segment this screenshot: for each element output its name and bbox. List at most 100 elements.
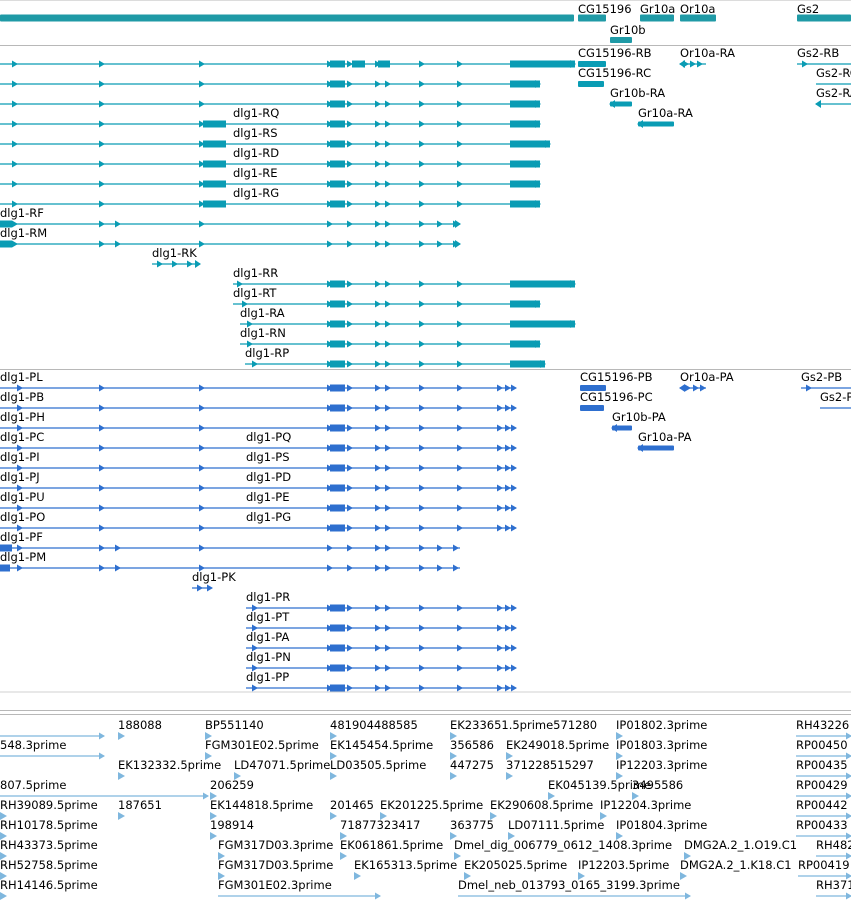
est-feature-ip01802-3prime[interactable]: IP01802.3prime: [616, 718, 707, 740]
protein-feature-dlg1-ph[interactable]: dlg1-PH: [0, 410, 517, 432]
protein-label[interactable]: dlg1-PE: [246, 490, 289, 504]
transcript-feature-dlg1-rd[interactable]: dlg1-RD: [0, 146, 541, 168]
est-feature-rh43373-5prime[interactable]: RH43373.5prime: [0, 838, 98, 860]
est-feature-481904488585[interactable]: 481904488585: [330, 718, 418, 740]
protein-feature-dlg1-pi[interactable]: dlg1-PI: [0, 450, 517, 472]
protein-feature-dlg1-pp[interactable]: dlg1-PP: [246, 670, 517, 692]
transcript-feature-gr10a-ra[interactable]: Gr10a-RA: [637, 106, 693, 128]
est-feature-ip12203-3prime[interactable]: IP12203.3prime: [616, 758, 707, 780]
est-feature-ek205025-5prime[interactable]: EK205025.5prime: [464, 858, 567, 880]
transcript-feature-dlg1-rk[interactable]: dlg1-RK: [152, 246, 201, 268]
est-feature-dmg2a-2-1-k18-c1[interactable]: DMG2A.2_1.K18.C1: [680, 858, 792, 880]
est-feature-rh52758-5prime[interactable]: RH52758.5prime: [0, 858, 98, 880]
est-feature-dmel-neb-013793-0165-3199-3prime[interactable]: Dmel_neb_013793_0165_3199.3prime: [458, 878, 691, 900]
est-feature-ld07111-5prime[interactable]: LD07111.5prime: [508, 818, 604, 840]
transcript-feature-gs2-ra[interactable]: Gs2-RA: [815, 86, 851, 108]
est-feature-371228515297[interactable]: 371228515297: [506, 758, 594, 780]
protein-feature-dlg1-pk[interactable]: dlg1-PK: [192, 570, 236, 592]
protein-feature-or10a-pa[interactable]: Or10a-PA: [679, 370, 734, 392]
protein-feature-dlg1-pt[interactable]: dlg1-PT: [246, 610, 517, 632]
est-feature-ld03505-5prime[interactable]: LD03505.5prime: [330, 758, 426, 780]
protein-feature-cg15196-pc[interactable]: CG15196-PC: [580, 390, 653, 411]
est-feature-rp00450[interactable]: RP00450: [796, 738, 851, 760]
transcript-feature-dlg1-rt[interactable]: dlg1-RT: [233, 286, 541, 308]
est-feature-198914[interactable]: 198914: [210, 818, 254, 840]
est-feature-ip12204-3prime[interactable]: IP12204.3prime: [600, 798, 691, 820]
transcript-feature-dlg1-rr[interactable]: dlg1-RR: [233, 266, 576, 288]
transcript-feature[interactable]: [0, 100, 541, 108]
est-feature-dmg2a-2-1-o19-c1[interactable]: DMG2A.2_1.O19.C1: [684, 838, 797, 860]
est-feature-3495586[interactable]: 3495586: [632, 778, 683, 800]
gene-feature-or10a[interactable]: Or10a: [680, 2, 716, 22]
est-feature-rp00433[interactable]: RP00433: [796, 818, 851, 840]
transcript-feature-gs2-rb[interactable]: Gs2-RB: [797, 46, 851, 68]
transcript-feature-dlg1-rg[interactable]: dlg1-RG: [0, 186, 541, 208]
transcript-feature-dlg1-rn[interactable]: dlg1-RN: [240, 326, 541, 348]
est-feature-rp00419[interactable]: RP00419: [798, 858, 851, 880]
protein-feature-dlg1-pr[interactable]: dlg1-PR: [246, 590, 517, 612]
transcript-feature[interactable]: [0, 60, 576, 68]
transcript-feature-dlg1-rm[interactable]: dlg1-RM: [0, 226, 461, 248]
protein-feature-gr10b-pa[interactable]: Gr10b-PA: [611, 410, 666, 432]
protein-feature-gs2-pc[interactable]: Gs2-PC: [820, 390, 851, 409]
protein-label[interactable]: dlg1-PS: [246, 450, 290, 464]
protein-feature-dlg1-pn[interactable]: dlg1-PN: [246, 650, 517, 672]
est-feature-ek045139-5prime[interactable]: EK045139.5prime: [548, 778, 651, 800]
transcript-feature-cg15196-rb[interactable]: CG15196-RB: [578, 46, 652, 67]
est-feature-fgm301e02-5prime[interactable]: FGM301E02.5prime: [205, 738, 319, 760]
transcript-feature-dlg1-ra[interactable]: dlg1-RA: [240, 306, 576, 328]
est-feature-363775[interactable]: 363775: [450, 818, 494, 840]
protein-feature-cg15196-pb[interactable]: CG15196-PB: [580, 370, 653, 391]
protein-feature-dlg1-pf[interactable]: dlg1-PF: [0, 530, 460, 552]
transcript-feature-cg15196-rc[interactable]: CG15196-RC: [578, 66, 651, 87]
transcript-feature-or10a-ra[interactable]: Or10a-RA: [679, 46, 735, 68]
est-feature-ip12203-5prime[interactable]: IP12203.5prime: [578, 858, 669, 880]
est-feature-rp00429[interactable]: RP00429: [796, 778, 851, 800]
protein-feature-dlg1-pc[interactable]: dlg1-PC: [0, 430, 517, 452]
est-feature-356586[interactable]: 356586: [450, 738, 494, 760]
protein-feature-dlg1-pj[interactable]: dlg1-PJ: [0, 470, 517, 492]
est-feature-ek290608-5prime[interactable]: EK290608.5prime: [490, 798, 593, 820]
est-feature-ek165313-5prime[interactable]: EK165313.5prime: [354, 858, 457, 880]
gene-feature-gr10b[interactable]: Gr10b: [610, 23, 646, 43]
gene-feature-gr10a[interactable]: Gr10a: [640, 2, 675, 22]
est-feature-71877323417[interactable]: 71877323417: [340, 818, 420, 840]
est-feature-187651[interactable]: 187651: [118, 798, 162, 820]
est-feature-ek201225-5prime[interactable]: EK201225.5prime: [380, 798, 483, 820]
est-feature-rh14146-5prime[interactable]: RH14146.5prime: [0, 878, 98, 900]
est-feature-rp00435[interactable]: RP00435: [796, 758, 851, 780]
est-feature-dmel-dig-006779-0612-1408-3prime[interactable]: Dmel_dig_006779_0612_1408.3prime: [454, 838, 672, 860]
est-feature-ek144818-5prime[interactable]: EK144818.5prime: [210, 798, 313, 820]
est-feature-ek132332-5prime[interactable]: EK132332.5prime: [118, 758, 221, 780]
transcript-feature-dlg1-rs[interactable]: dlg1-RS: [0, 126, 551, 148]
est-feature-ld47071-5prime[interactable]: LD47071.5prime: [234, 758, 330, 780]
est-feature-807-5prime[interactable]: 807.5prime: [0, 778, 209, 800]
est-feature-548-3prime[interactable]: 548.3prime: [0, 738, 105, 760]
est-feature-fgm317d03-3prime[interactable]: FGM317D03.3prime: [218, 838, 333, 860]
est-feature-rh371[interactable]: RH371: [816, 878, 851, 900]
est-feature-fgm317d03-5prime[interactable]: FGM317D03.5prime: [218, 858, 333, 880]
protein-feature-gr10a-pa[interactable]: Gr10a-PA: [637, 430, 692, 452]
transcript-feature-dlg1-re[interactable]: dlg1-RE: [0, 166, 541, 188]
transcript-feature-dlg1-rq[interactable]: dlg1-RQ: [0, 106, 541, 128]
est-feature-447275[interactable]: 447275: [450, 758, 494, 780]
est-feature-188088[interactable]: 188088: [118, 718, 162, 740]
transcript-feature-gr10b-ra[interactable]: Gr10b-RA: [609, 86, 665, 108]
est-feature-rp00442[interactable]: RP00442: [796, 798, 851, 820]
protein-feature-gs2-pb[interactable]: Gs2-PB: [801, 370, 851, 392]
protein-feature-dlg1-pl[interactable]: dlg1-PL: [0, 370, 517, 392]
gene-feature-gs2[interactable]: Gs2: [797, 2, 851, 22]
protein-label[interactable]: dlg1-PQ: [246, 430, 291, 444]
protein-label[interactable]: dlg1-PG: [246, 510, 291, 524]
est-feature-bp551140[interactable]: BP551140: [205, 718, 264, 740]
protein-feature-dlg1-pu[interactable]: dlg1-PU: [0, 490, 517, 512]
est-feature-ip01803-3prime[interactable]: IP01803.3prime: [616, 738, 707, 760]
est-feature-fgm301e02-3prime[interactable]: FGM301E02.3prime: [218, 878, 381, 900]
gene-feature-cg15196[interactable]: CG15196: [578, 2, 632, 22]
protein-feature-dlg1-pa[interactable]: dlg1-PA: [246, 630, 517, 652]
est-feature-ek249018-5prime[interactable]: EK249018.5prime: [506, 738, 609, 760]
est-feature-ek233651-5prime571280[interactable]: EK233651.5prime571280: [450, 718, 597, 740]
protein-feature-dlg1-pb[interactable]: dlg1-PB: [0, 390, 517, 412]
est-feature-rh43226[interactable]: RH43226: [796, 718, 851, 740]
est-feature-rh39089-5prime[interactable]: RH39089.5prime: [0, 798, 98, 820]
